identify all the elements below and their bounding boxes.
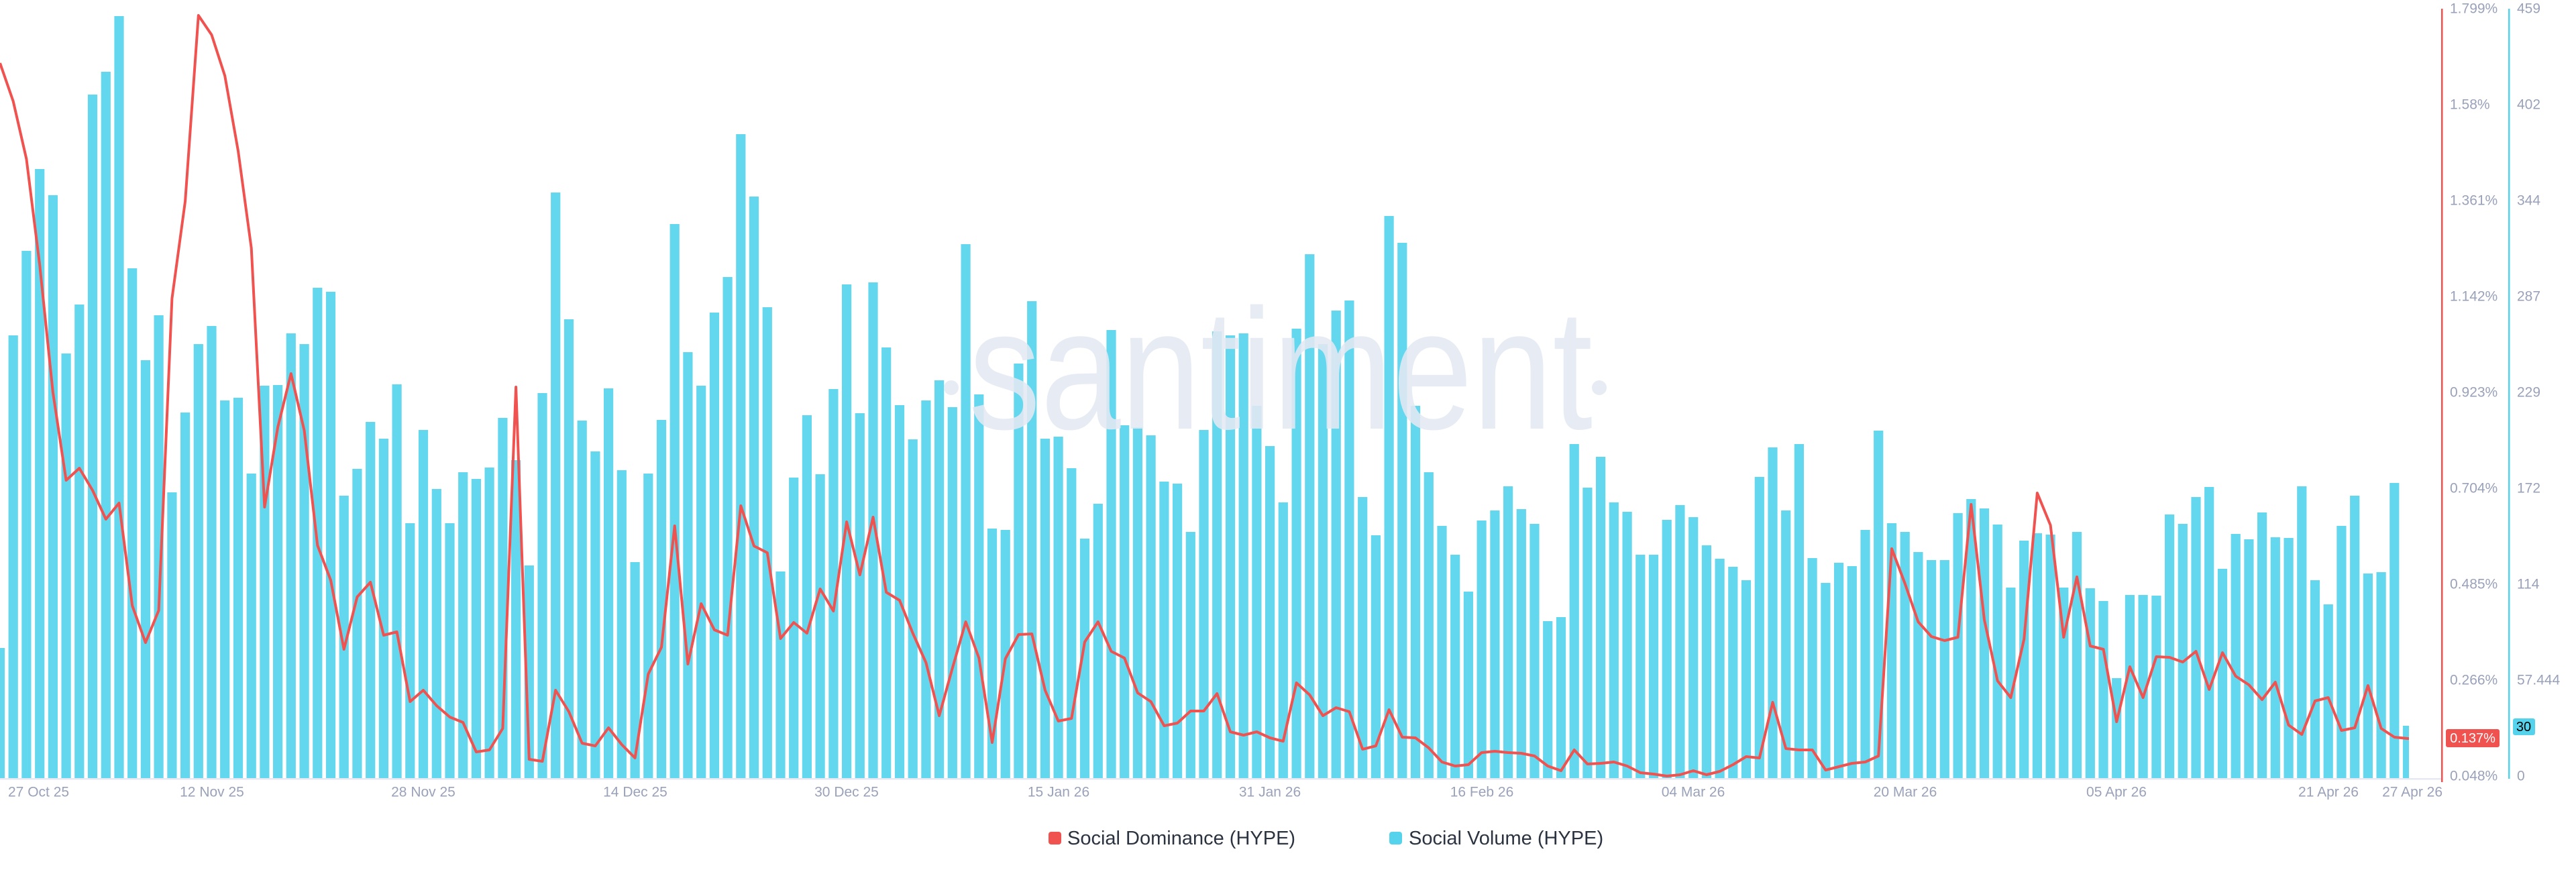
svg-text:28 Nov 25: 28 Nov 25: [391, 785, 455, 800]
svg-text:30: 30: [2516, 720, 2531, 734]
svg-text:57.444: 57.444: [2517, 673, 2561, 688]
svg-text:0.048%: 0.048%: [2450, 769, 2498, 784]
svg-text:16 Feb 26: 16 Feb 26: [1450, 785, 1514, 800]
svg-text:0.923%: 0.923%: [2450, 385, 2498, 400]
svg-text:1.58%: 1.58%: [2450, 97, 2490, 113]
svg-text:14 Dec 25: 14 Dec 25: [603, 785, 667, 800]
svg-text:12 Nov 25: 12 Nov 25: [180, 785, 244, 800]
svg-text:27 Oct 25: 27 Oct 25: [8, 785, 69, 800]
svg-text:0: 0: [2517, 769, 2525, 784]
svg-text:0.485%: 0.485%: [2450, 577, 2498, 592]
svg-text:402: 402: [2517, 97, 2540, 113]
svg-text:114: 114: [2517, 577, 2540, 592]
svg-text:172: 172: [2517, 481, 2540, 496]
svg-text:31 Jan 26: 31 Jan 26: [1239, 785, 1301, 800]
svg-text:229: 229: [2517, 385, 2540, 400]
svg-text:0.266%: 0.266%: [2450, 673, 2498, 688]
svg-text:santiment: santiment: [969, 274, 1593, 466]
svg-text:1.799%: 1.799%: [2450, 1, 2498, 17]
svg-text:21 Apr 26: 21 Apr 26: [2298, 785, 2359, 800]
svg-text:05 Apr 26: 05 Apr 26: [2086, 785, 2147, 800]
svg-text:1.361%: 1.361%: [2450, 193, 2498, 209]
svg-text:459: 459: [2517, 1, 2540, 17]
svg-text:15 Jan 26: 15 Jan 26: [1028, 785, 1089, 800]
svg-text:0.137%: 0.137%: [2450, 731, 2496, 746]
svg-text:Social Volume (HYPE): Social Volume (HYPE): [1409, 828, 1603, 849]
svg-text:344: 344: [2517, 193, 2540, 209]
svg-text:27 Apr 26: 27 Apr 26: [2382, 785, 2443, 800]
svg-text:Social Dominance (HYPE): Social Dominance (HYPE): [1067, 828, 1295, 849]
svg-text:30 Dec 25: 30 Dec 25: [814, 785, 879, 800]
svg-text:1.142%: 1.142%: [2450, 289, 2498, 305]
svg-text:20 Mar 26: 20 Mar 26: [1874, 785, 1937, 800]
svg-text:0.704%: 0.704%: [2450, 481, 2498, 496]
svg-text:04 Mar 26: 04 Mar 26: [1662, 785, 1725, 800]
svg-text:287: 287: [2517, 289, 2540, 305]
